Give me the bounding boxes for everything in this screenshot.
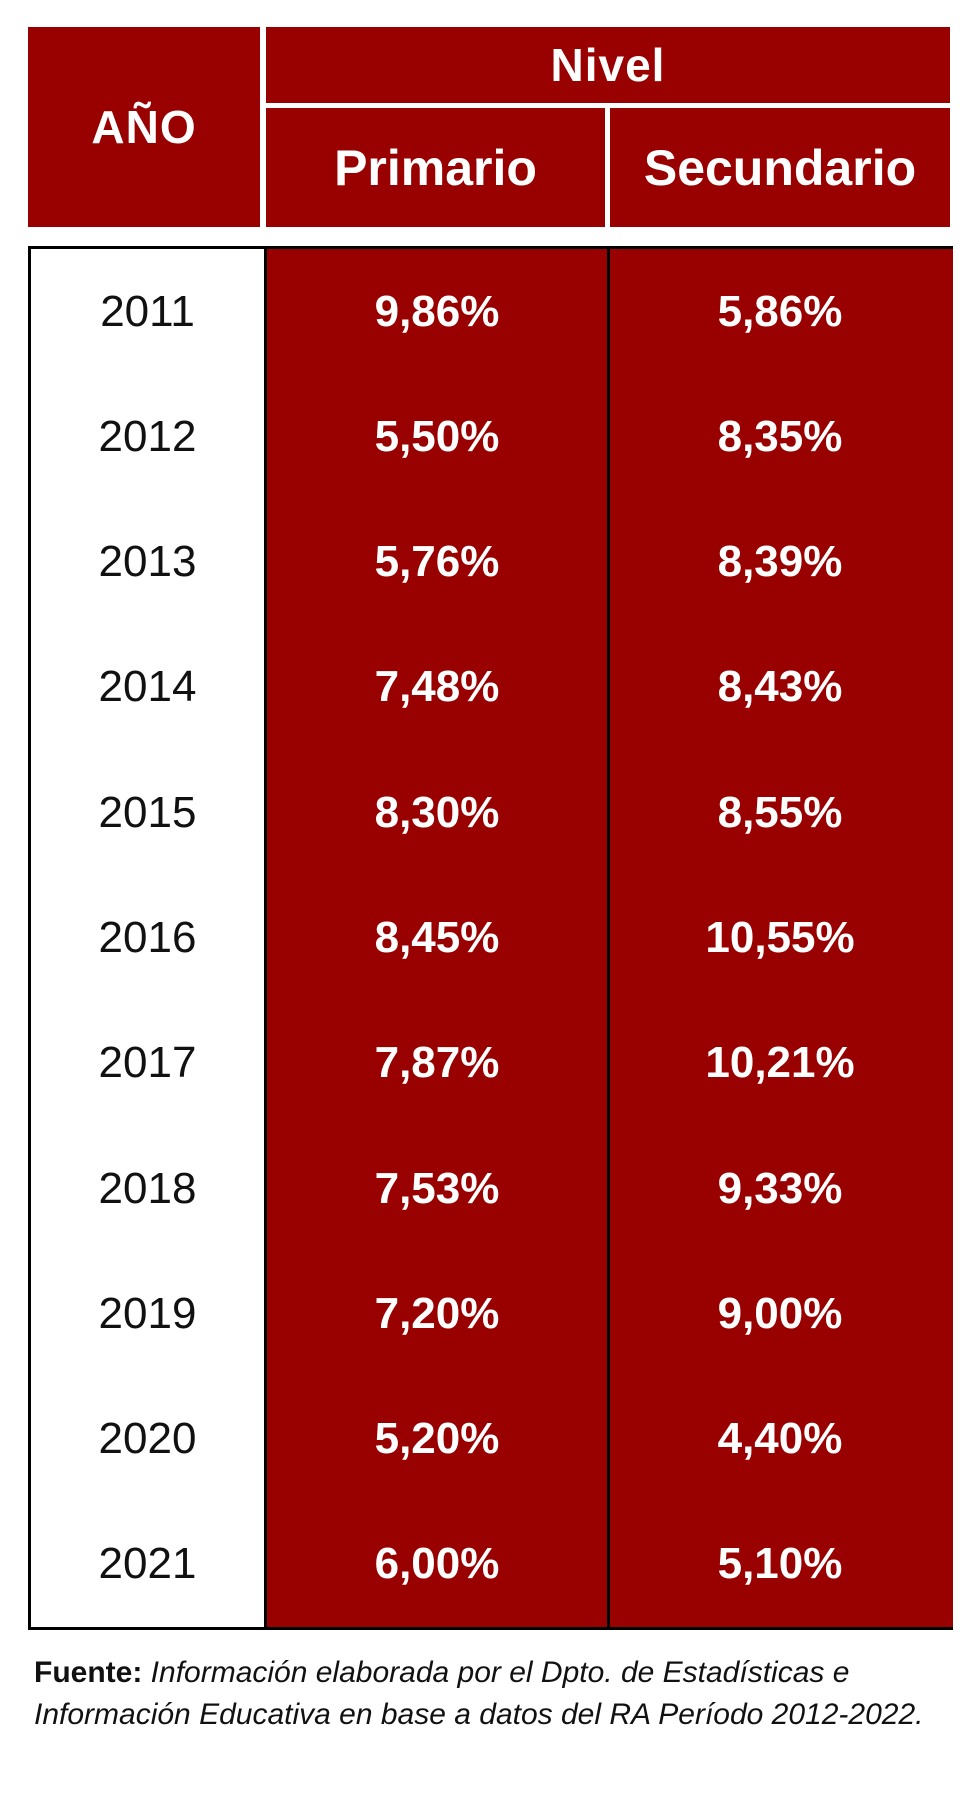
secundario-value-cell: 5,86% [717,286,843,336]
secundario-value-cell: 4,40% [717,1414,843,1464]
primario-value-cell: 7,87% [374,1038,500,1088]
secundario-value-cell: 10,55% [705,912,855,962]
header-secundario: Secundario [610,108,950,227]
secundario-value-cell: 5,10% [717,1539,843,1589]
year-cell: 2015 [98,787,197,837]
year-cell: 2016 [98,912,197,962]
table-row: 2019 7,20% 9,00% [31,1251,950,1376]
table-body: 2011 9,86% 5,86% 2012 5,50% 8,35% 2013 5,76% 8,3… [28,246,953,1630]
primario-value-cell: 5,50% [374,411,500,461]
header-year: AÑO [28,27,260,227]
secundario-value-cell: 8,43% [717,662,843,712]
table-row: 2016 8,45% 10,55% [31,875,950,1000]
year-cell: 2017 [98,1038,197,1088]
primario-value-cell: 6,00% [374,1539,500,1589]
primario-value-cell: 8,30% [374,787,500,837]
primario-column-background [264,249,607,1627]
year-cell: 2018 [98,1163,197,1213]
table-row: 2018 7,53% 9,33% [31,1126,950,1251]
year-cell: 2014 [98,662,197,712]
header-primario: Primario [266,108,605,227]
primario-value-cell: 5,20% [374,1414,500,1464]
table-row: 2014 7,48% 8,43% [31,625,950,750]
source-label: Fuente: [34,1656,143,1689]
secundario-column-background [607,249,953,1627]
table-row: 2012 5,50% 8,35% [31,374,950,499]
secundario-value-cell: 8,39% [717,537,843,587]
secundario-value-cell: 9,33% [717,1163,843,1213]
table-row: 2015 8,30% 8,55% [31,750,950,875]
year-cell: 2019 [98,1288,197,1338]
table-row: 2017 7,87% 10,21% [31,1001,950,1126]
primario-value-cell: 8,45% [374,912,500,962]
primario-value-cell: 7,48% [374,662,500,712]
primario-value-cell: 9,86% [374,286,500,336]
secundario-value-cell: 10,21% [705,1038,855,1088]
table-row: 2020 5,20% 4,40% [31,1376,950,1501]
secundario-value-cell: 9,00% [717,1288,843,1338]
primario-value-cell: 7,53% [374,1163,500,1213]
primario-value-cell: 5,76% [374,537,500,587]
year-cell: 2011 [100,286,195,336]
year-cell: 2013 [98,537,197,587]
source-note: Fuente: Información elaborada por el Dpt… [34,1652,934,1736]
secundario-value-cell: 8,35% [717,411,843,461]
year-cell: 2021 [98,1539,197,1589]
table-row: 2013 5,76% 8,39% [31,500,950,625]
year-cell: 2020 [98,1414,197,1464]
source-text: Información elaborada por el Dpto. de Es… [34,1656,924,1731]
table-row: 2021 6,00% 5,10% [31,1502,950,1627]
primario-value-cell: 7,20% [374,1288,500,1338]
year-cell: 2012 [98,411,197,461]
table-row: 2011 9,86% 5,86% [31,249,950,374]
header-nivel: Nivel [266,27,950,103]
secundario-value-cell: 8,55% [717,787,843,837]
